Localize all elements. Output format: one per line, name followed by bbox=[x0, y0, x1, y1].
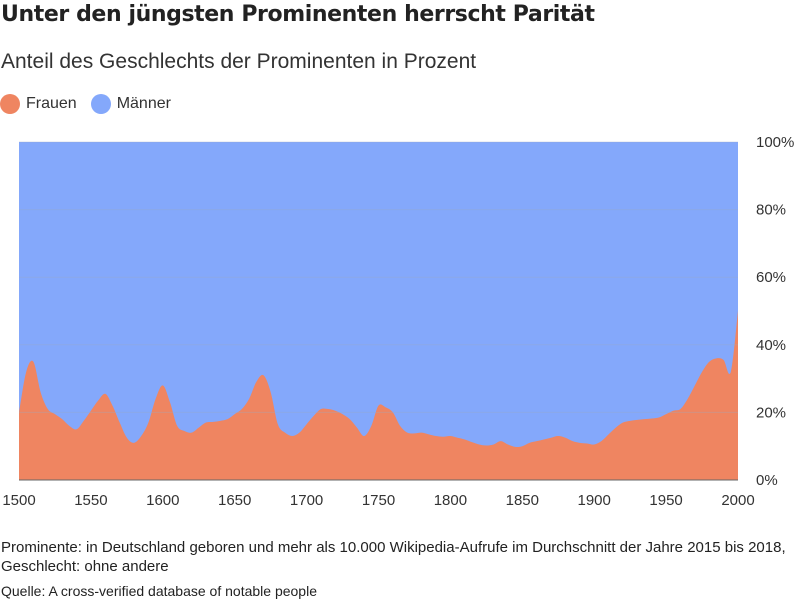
x-tick-label: 1750 bbox=[362, 492, 395, 509]
chart-gridlines bbox=[19, 141, 738, 481]
legend-label-maenner: Männer bbox=[116, 95, 171, 112]
y-tick-label: 80% bbox=[756, 202, 786, 219]
chart-title: Unter den jüngsten Prominenten herrscht … bbox=[1, 2, 595, 27]
area-maenner bbox=[19, 142, 738, 447]
x-tick-label: 2000 bbox=[721, 492, 754, 509]
y-tick-label: 100% bbox=[756, 134, 794, 151]
legend-swatch-frauen bbox=[0, 94, 20, 114]
legend: Frauen Männer bbox=[0, 94, 185, 114]
y-axis-ticks: 0% 20% 40% 60% 80% 100% bbox=[756, 134, 794, 489]
area-chart: 1500 1550 1600 1650 1700 1750 1800 1850 1900 1950… bbox=[2, 134, 794, 509]
x-tick-label: 1850 bbox=[506, 492, 539, 509]
x-tick-label: 1700 bbox=[290, 492, 323, 509]
x-tick-label: 1900 bbox=[578, 492, 611, 509]
chart-areas bbox=[19, 142, 738, 480]
y-tick-label: 40% bbox=[756, 337, 786, 354]
y-tick-label: 60% bbox=[756, 269, 786, 286]
x-tick-label: 1550 bbox=[74, 492, 107, 509]
x-tick-label: 1500 bbox=[2, 492, 35, 509]
legend-swatch-maenner bbox=[90, 94, 111, 114]
x-tick-label: 1650 bbox=[218, 492, 251, 509]
legend-label-frauen: Frauen bbox=[26, 95, 77, 112]
legend-item-maenner[interactable]: Männer bbox=[90, 94, 171, 114]
chart-subtitle: Anteil des Geschlechts der Prominenten i… bbox=[1, 50, 477, 73]
x-axis-ticks: 1500 1550 1600 1650 1700 1750 1800 1850 1900 1950… bbox=[2, 492, 754, 509]
y-tick-label: 0% bbox=[756, 472, 778, 489]
source-note: Quelle: A cross-verified database of not… bbox=[1, 583, 317, 599]
x-tick-label: 1800 bbox=[434, 492, 467, 509]
area-frauen bbox=[19, 311, 738, 480]
footnote: Prominente: in Deutschland geboren und m… bbox=[1, 539, 786, 575]
x-tick-label: 1950 bbox=[649, 492, 682, 509]
x-tick-label: 1600 bbox=[146, 492, 179, 509]
y-tick-label: 20% bbox=[756, 404, 786, 421]
legend-item-frauen[interactable]: Frauen bbox=[0, 94, 77, 114]
